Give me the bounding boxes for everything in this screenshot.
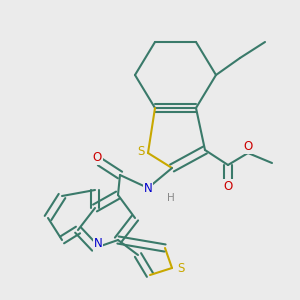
- Text: S: S: [177, 262, 185, 275]
- Text: O: O: [243, 140, 253, 154]
- Text: N: N: [94, 237, 102, 250]
- Text: H: H: [167, 193, 175, 203]
- Text: S: S: [137, 145, 144, 158]
- Text: O: O: [224, 179, 232, 193]
- Text: O: O: [92, 151, 102, 164]
- Text: N: N: [144, 182, 152, 194]
